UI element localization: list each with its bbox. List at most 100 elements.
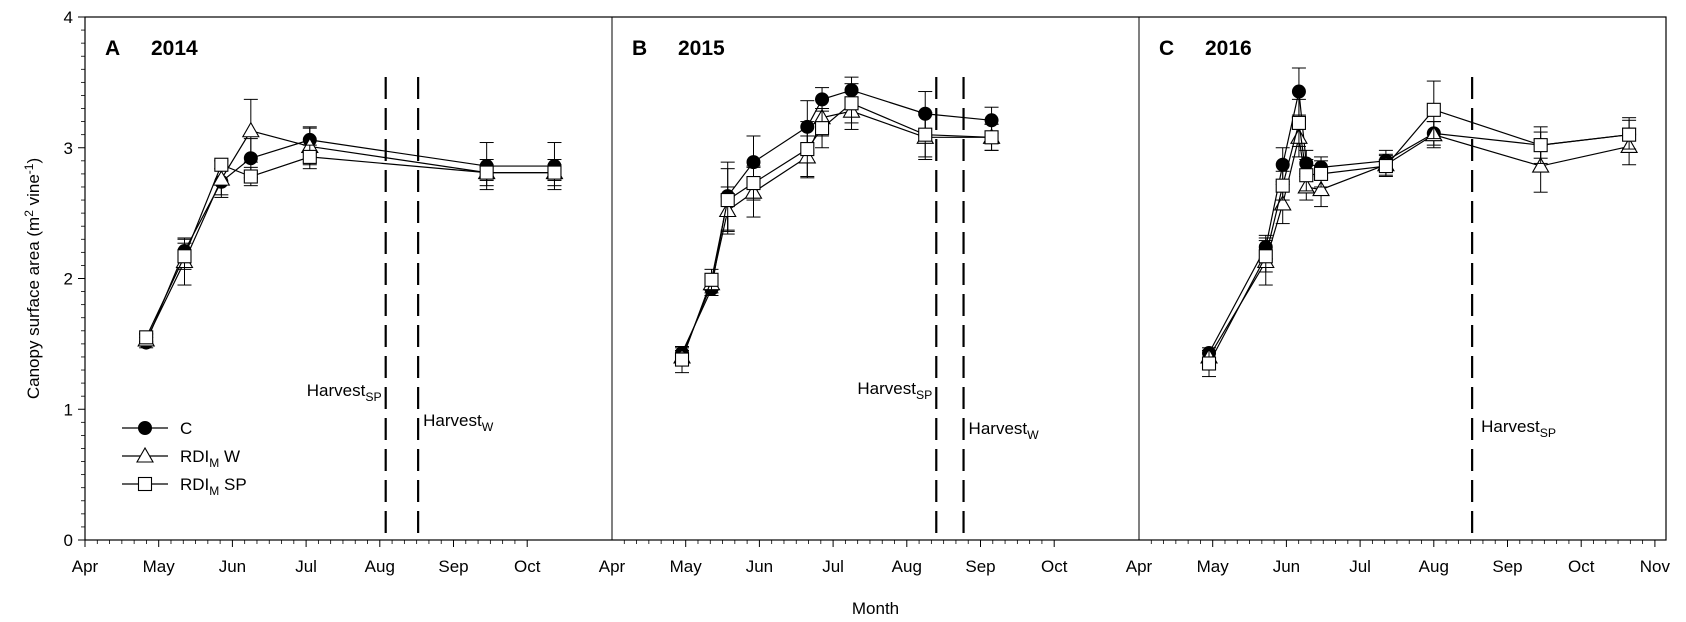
panel-letter: A — [105, 37, 120, 60]
x-tick-label: Sep — [438, 557, 468, 576]
marker-square — [479, 165, 494, 180]
harvest-label: HarvestW — [423, 411, 494, 434]
x-tick-label: Jul — [822, 557, 844, 576]
series-square — [139, 144, 562, 345]
marker-square — [1426, 102, 1441, 117]
y-axis-label-part: vine — [24, 174, 43, 210]
legend-label: C — [180, 419, 192, 438]
y-tick-label: 0 — [64, 531, 73, 550]
y-axis-label: Canopy surface area (m2 vine-1) — [22, 158, 43, 399]
marker-square — [844, 96, 859, 111]
harvest-label: HarvestSP — [1481, 417, 1556, 440]
marker-square — [1622, 127, 1637, 142]
marker-square — [800, 142, 815, 157]
x-tick-label: Sep — [965, 557, 995, 576]
marker-square — [214, 157, 229, 172]
marker-square — [137, 476, 153, 492]
x-tick-label: Aug — [1419, 557, 1449, 576]
marker-square — [674, 352, 690, 367]
harvest-label-sub: W — [1027, 428, 1039, 442]
legend-label-main: RDI — [180, 475, 209, 494]
marker-square — [1378, 159, 1393, 174]
marker-square — [1258, 249, 1273, 264]
x-tick-label: May — [670, 557, 703, 576]
series-triangle — [673, 92, 1001, 364]
marker-square — [243, 169, 258, 184]
marker-triangle — [1312, 180, 1330, 197]
series-line — [1208, 91, 1630, 354]
panel-year: 2014 — [151, 37, 198, 60]
legend-label-main: RDI — [180, 447, 209, 466]
harvest-label: HarvestSP — [857, 379, 932, 402]
series-line — [145, 156, 555, 338]
y-tick-label: 2 — [64, 270, 73, 289]
series-line — [681, 89, 992, 354]
series-square — [674, 83, 999, 374]
marker-square — [1291, 115, 1306, 130]
harvest-lines — [384, 77, 1474, 540]
marker-triangle — [212, 170, 231, 186]
marker-triangle — [241, 121, 260, 138]
x-tick-label: Nov — [1640, 557, 1671, 576]
legend-label: RDIM W — [180, 447, 240, 470]
panel-year: 2016 — [1205, 37, 1252, 60]
x-tick-label: Sep — [1492, 557, 1522, 576]
x-tick-label: Apr — [72, 557, 99, 576]
panel-year: 2015 — [678, 37, 725, 60]
harvest-label-main: Harvest — [307, 381, 366, 400]
marker-square — [814, 121, 830, 136]
marker-square — [1313, 166, 1329, 181]
harvest-label-sub: SP — [1540, 426, 1556, 440]
marker-square — [1201, 356, 1217, 371]
marker-square — [302, 149, 317, 164]
legend-label-sub: M — [209, 456, 219, 470]
legend-label: RDIM SP — [180, 475, 247, 498]
y-axis-label-part: ) — [24, 158, 43, 164]
marker-square — [720, 193, 735, 208]
marker-square — [704, 272, 719, 287]
marker-square — [1275, 178, 1290, 193]
legend-label-suffix: W — [219, 447, 240, 466]
harvest-label-main: Harvest — [423, 411, 482, 430]
marker-square — [1299, 168, 1314, 183]
x-tick-label: May — [1197, 557, 1230, 576]
series-square — [1201, 80, 1637, 378]
y-axis-label-part: Canopy surface area (m — [24, 217, 43, 399]
marker-square — [139, 330, 154, 345]
x-tick-label: Apr — [599, 557, 626, 576]
marker-circle — [138, 421, 152, 435]
y-axis-label-part: 2 — [22, 210, 36, 217]
marker-square — [918, 127, 933, 142]
marker-square — [984, 130, 999, 145]
plot-frame — [84, 16, 1667, 541]
x-tick-label: Apr — [1126, 557, 1153, 576]
marker-circle — [1291, 84, 1306, 99]
panel-letter: C — [1159, 37, 1174, 60]
series-layer — [137, 67, 1639, 378]
panel-letter: B — [632, 37, 647, 60]
marker-triangle — [136, 446, 154, 463]
x-tick-label: Aug — [892, 557, 922, 576]
x-tick-label: Jun — [219, 557, 246, 576]
harvest-label-main: Harvest — [1481, 417, 1540, 436]
harvest-label-sub: W — [482, 420, 494, 434]
x-tick-label: Oct — [1041, 557, 1068, 576]
marker-square — [177, 249, 192, 264]
x-tick-label: Oct — [1568, 557, 1595, 576]
x-tick-label: Jul — [295, 557, 317, 576]
harvest-label: HarvestW — [969, 419, 1040, 442]
series-triangle — [137, 98, 564, 347]
x-tick-label: Jun — [746, 557, 773, 576]
x-axis-label: Month — [852, 599, 899, 618]
legend-label-sub: M — [209, 484, 219, 498]
series-line — [145, 130, 555, 341]
x-tick-label: Aug — [365, 557, 395, 576]
y-tick-label: 3 — [64, 139, 73, 158]
legend-item: RDIM W — [122, 446, 240, 470]
marker-square — [1533, 138, 1548, 153]
series-line — [1208, 134, 1630, 358]
legend-item: RDIM SP — [122, 475, 247, 498]
legend-label-main: C — [180, 419, 192, 438]
